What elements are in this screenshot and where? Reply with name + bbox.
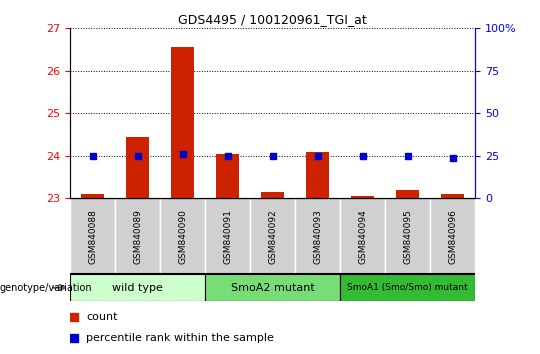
Bar	[82, 194, 104, 198]
Bar	[160, 198, 205, 274]
Text: GSM840090: GSM840090	[178, 209, 187, 264]
Text: wild type: wild type	[112, 282, 163, 293]
Bar	[115, 198, 160, 274]
Text: GSM840096: GSM840096	[448, 209, 457, 264]
Text: SmoA2 mutant: SmoA2 mutant	[231, 282, 315, 293]
Bar	[70, 274, 205, 301]
Text: count: count	[86, 312, 118, 322]
Bar	[340, 274, 475, 301]
Bar	[430, 198, 475, 274]
Bar	[295, 198, 340, 274]
Bar	[205, 274, 340, 301]
Text: GSM840089: GSM840089	[133, 209, 142, 264]
Text: GSM840091: GSM840091	[223, 209, 232, 264]
Bar	[205, 198, 250, 274]
Bar	[396, 190, 419, 198]
Bar	[385, 198, 430, 274]
Bar	[340, 198, 385, 274]
Text: GSM840088: GSM840088	[88, 209, 97, 264]
Text: GSM840095: GSM840095	[403, 209, 412, 264]
Text: percentile rank within the sample: percentile rank within the sample	[86, 333, 274, 343]
Text: genotype/variation: genotype/variation	[0, 282, 93, 293]
Bar	[352, 196, 374, 198]
Text: GSM840094: GSM840094	[358, 209, 367, 264]
Bar	[250, 198, 295, 274]
Bar	[126, 137, 149, 198]
Text: GSM840092: GSM840092	[268, 209, 277, 264]
Bar	[172, 47, 194, 198]
Bar	[217, 154, 239, 198]
Title: GDS4495 / 100120961_TGI_at: GDS4495 / 100120961_TGI_at	[178, 13, 367, 26]
Text: GSM840093: GSM840093	[313, 209, 322, 264]
Text: SmoA1 (Smo/Smo) mutant: SmoA1 (Smo/Smo) mutant	[347, 283, 468, 292]
Bar	[442, 194, 464, 198]
Bar	[261, 192, 284, 198]
Bar	[307, 152, 329, 198]
Bar	[70, 198, 115, 274]
